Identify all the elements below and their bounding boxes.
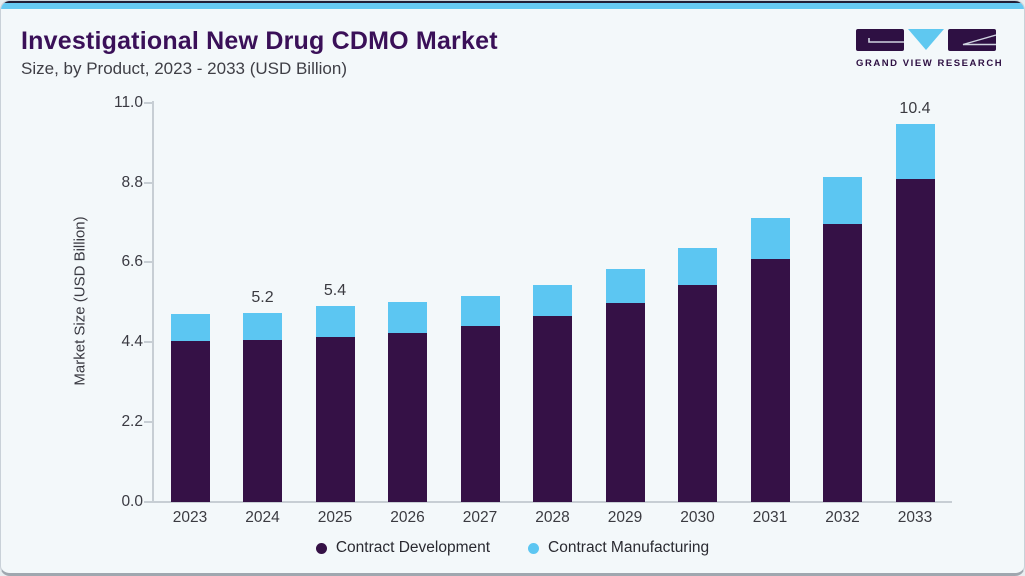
legend-item-contract-development: Contract Development	[315, 539, 491, 557]
logo-r-block-icon	[948, 29, 996, 51]
bar-2024-contract-development	[243, 340, 282, 502]
y-axis-tick-mark	[144, 341, 152, 344]
legend-swatch-contract-development-icon	[315, 542, 327, 554]
page-title: Investigational New Drug CDMO Market	[21, 27, 498, 55]
x-axis-label-2032: 2032	[825, 509, 860, 526]
y-axis-tick-mark	[144, 181, 152, 184]
y-axis-tick-label: 0.0	[121, 493, 143, 510]
bar-2023-contract-manufacturing	[170, 313, 210, 341]
bar-2025-contract-manufacturing	[315, 305, 355, 337]
y-axis-tick-mark	[144, 261, 152, 264]
x-axis-label-2030: 2030	[680, 509, 715, 526]
bar-2031-contract-development	[750, 258, 790, 502]
y-axis-tick-label: 8.8	[121, 173, 143, 191]
y-axis-tick-label: 4.4	[121, 333, 143, 351]
logo-text: GRAND VIEW RESEARCH	[856, 58, 1004, 69]
bar-2032-contract-manufacturing	[823, 177, 862, 225]
logo-v-triangle-icon	[908, 29, 944, 50]
y-axis-title: Market Size (USD Billion)	[71, 216, 89, 386]
bar-2030-contract-manufacturing	[678, 247, 717, 285]
bar-2029-contract-development	[605, 302, 645, 502]
bar-2027-contract-development	[460, 325, 500, 502]
x-axis-label-2023: 2023	[172, 509, 208, 526]
y-axis-line	[152, 101, 154, 502]
bar-2033-contract-development	[895, 178, 935, 502]
bar-total-label-2024: 5.2	[251, 289, 274, 307]
bar-total-label-2025: 5.4	[323, 281, 347, 299]
x-axis-label-2024: 2024	[245, 509, 280, 526]
y-axis-tick-label: 6.6	[121, 253, 143, 271]
bar-2025-contract-development	[315, 336, 355, 502]
bar-2024-contract-manufacturing	[243, 313, 282, 341]
y-axis-tick-mark	[144, 101, 152, 104]
top-dark-line	[1, 1, 1024, 3]
x-axis-label-2029: 2029	[607, 509, 643, 526]
logo-shapes	[856, 29, 996, 51]
legend-item-contract-manufacturing: Contract Manufacturing	[528, 539, 709, 557]
x-axis-label-2033: 2033	[897, 509, 933, 526]
y-axis-tick-label: 11.0	[113, 93, 143, 111]
bar-2026-contract-development	[388, 332, 427, 502]
bar-2032-contract-development	[823, 224, 862, 502]
x-axis-label-2028: 2028	[535, 509, 570, 526]
x-axis-label-2027: 2027	[462, 509, 498, 526]
top-accent-bar	[1, 3, 1024, 9]
chart-legend: Contract Development Contract Manufactur…	[1, 539, 1024, 557]
x-axis-label-2026: 2026	[390, 509, 425, 526]
legend-swatch-contract-manufacturing-icon	[528, 542, 540, 554]
bar-total-label-2033: 10.4	[899, 100, 931, 118]
bar-2023-contract-development	[170, 340, 210, 502]
bar-2033-contract-manufacturing	[895, 124, 935, 179]
bar-2027-contract-manufacturing	[460, 295, 500, 326]
page-subtitle: Size, by Product, 2023 - 2033 (USD Billi…	[21, 59, 347, 78]
y-axis-tick-mark	[144, 501, 152, 503]
logo-g-block-icon	[856, 29, 904, 51]
legend-label-contract-development: Contract Development	[335, 539, 491, 556]
x-axis-label-2031: 2031	[752, 509, 788, 526]
bar-2029-contract-manufacturing	[605, 268, 645, 303]
legend-label-contract-manufacturing: Contract Manufacturing	[548, 539, 710, 556]
y-axis-tick-mark	[144, 421, 152, 424]
bar-2031-contract-manufacturing	[750, 218, 790, 259]
x-axis-line	[152, 501, 952, 503]
x-axis-label-2025: 2025	[317, 509, 353, 526]
bar-2026-contract-manufacturing	[388, 302, 427, 333]
y-axis-tick-label: 2.2	[121, 413, 143, 431]
grand-view-research-logo: GRAND VIEW RESEARCH	[856, 29, 1004, 69]
bar-2030-contract-development	[678, 284, 717, 502]
bar-2028-contract-development	[533, 316, 572, 502]
bar-2028-contract-manufacturing	[533, 285, 572, 317]
